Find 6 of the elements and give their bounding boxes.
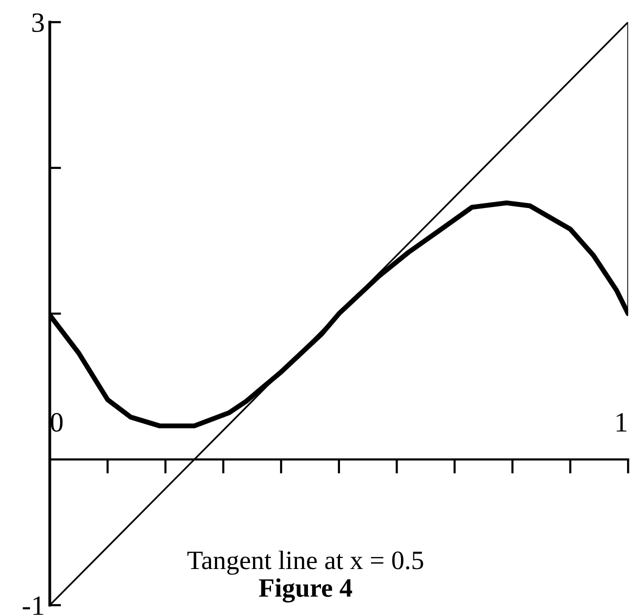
x-tick-label: 0: [50, 412, 63, 432]
y-tick-label: -1: [22, 596, 44, 615]
x-tick-label: 1: [616, 413, 626, 432]
annotation: Figure 4: [258, 578, 352, 602]
annotation: Tangent line at x = 0.5: [187, 550, 424, 575]
y-tick-label: 3: [32, 13, 44, 32]
